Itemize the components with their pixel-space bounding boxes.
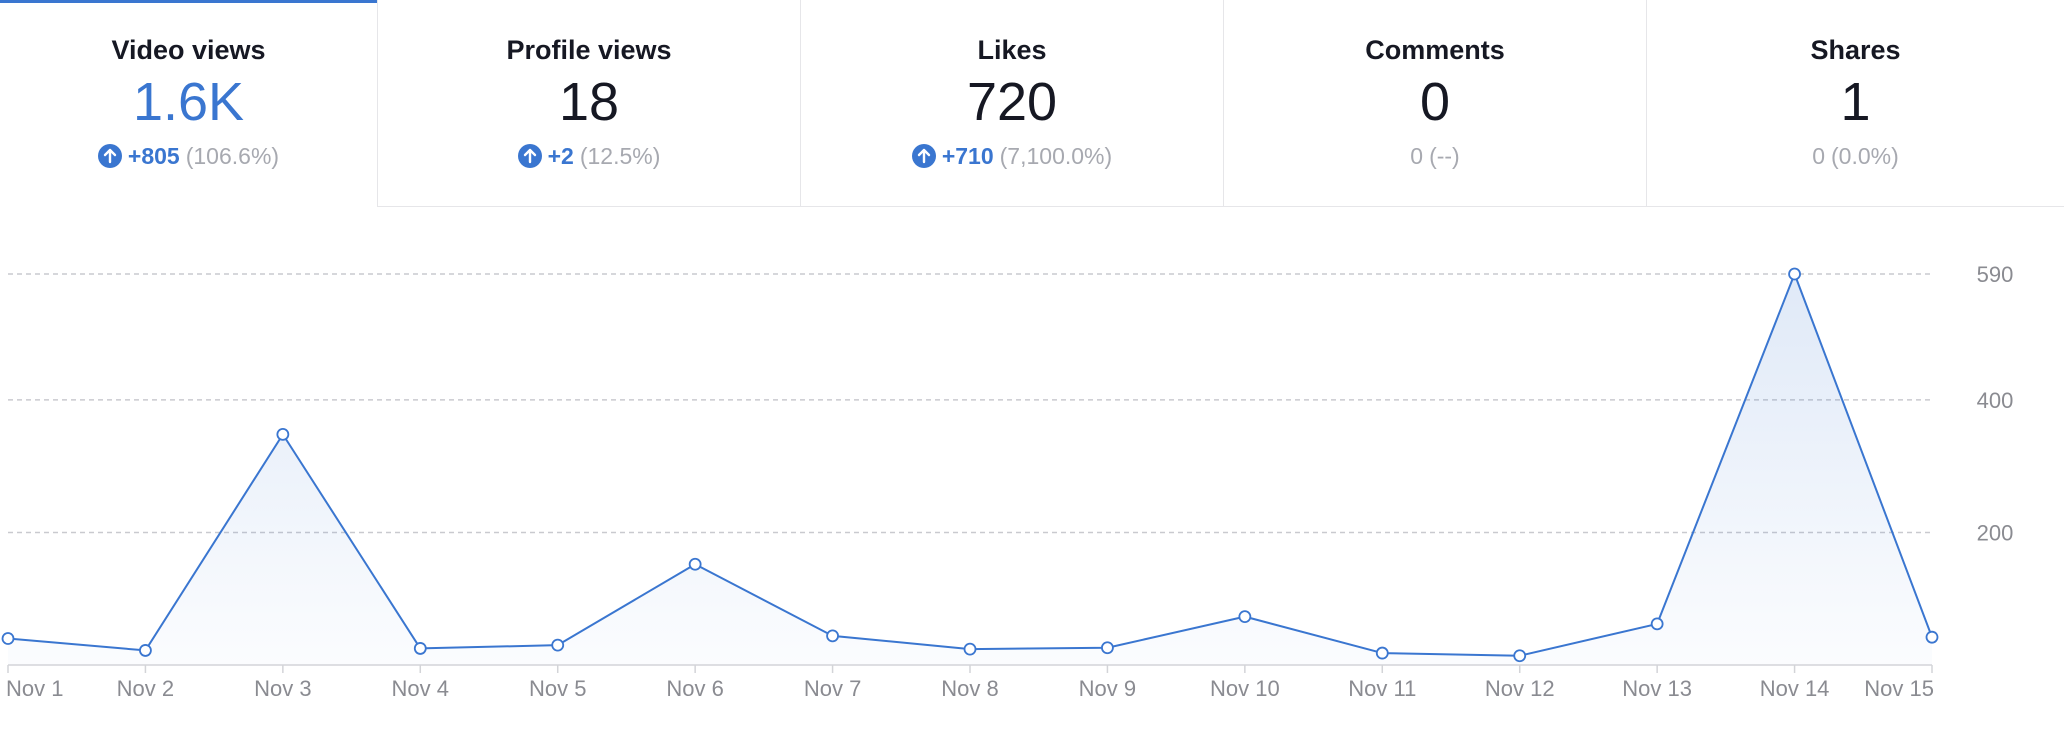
tab-change: 0 (--)	[1410, 142, 1459, 170]
x-tick-label: Nov 2	[117, 676, 174, 701]
tab-label: Likes	[977, 35, 1047, 65]
arrow-up-circle-icon	[517, 144, 542, 168]
tab-likes[interactable]: Likes 720 +710 (7,100.0%)	[801, 0, 1224, 207]
area-fill	[8, 274, 1932, 665]
x-tick-label: Nov 4	[392, 676, 449, 701]
tab-change: +710 (7,100.0%)	[911, 142, 1113, 170]
tab-video-views[interactable]: Video views 1.6K +805 (106.6%)	[0, 0, 378, 207]
tab-label: Shares	[1810, 35, 1901, 65]
data-point	[1375, 646, 1389, 660]
tab-change: 0 (0.0%)	[1812, 142, 1899, 170]
data-point	[963, 642, 977, 656]
y-tick-label: 400	[1977, 388, 2014, 413]
data-point	[826, 629, 839, 643]
x-tick-label: Nov 5	[529, 676, 586, 701]
data-point	[1788, 267, 1801, 281]
delta-percent: (7,100.0%)	[999, 143, 1113, 169]
data-point	[688, 557, 702, 571]
tab-value: 18	[558, 72, 620, 132]
x-tick-label: Nov 3	[254, 676, 311, 701]
delta-value: 0	[1410, 143, 1424, 169]
delta-percent: (12.5%)	[579, 143, 661, 169]
tab-change: +805 (106.6%)	[97, 142, 280, 170]
tab-value: 0	[1419, 72, 1451, 132]
tab-change: +2 (12.5%)	[517, 142, 661, 170]
tab-label: Comments	[1365, 35, 1505, 65]
y-tick-label: 200	[1977, 520, 2014, 545]
x-tick-label: Nov 10	[1210, 676, 1280, 701]
tab-label: Video views	[111, 35, 266, 65]
x-tick-label: Nov 9	[1079, 676, 1136, 701]
x-tick-label: Nov 8	[941, 676, 998, 701]
data-point	[276, 427, 290, 441]
data-point	[139, 644, 152, 657]
data-point	[1650, 617, 1664, 631]
x-tick-label: Nov 14	[1760, 676, 1830, 701]
data-point	[1925, 630, 1939, 644]
x-tick-label: Nov 12	[1485, 676, 1555, 701]
data-point	[413, 642, 427, 655]
tab-shares[interactable]: Shares 1 0 (0.0%)	[1647, 0, 2064, 207]
tab-value: 720	[966, 72, 1058, 132]
delta-percent: (0.0%)	[1831, 143, 1899, 169]
x-tick-label: Nov 13	[1622, 676, 1692, 701]
data-point	[1101, 641, 1114, 655]
x-tick-label: Nov 7	[804, 676, 861, 701]
tab-comments[interactable]: Comments 0 0 (--)	[1224, 0, 1647, 207]
x-tick-label: Nov 15	[1864, 676, 1934, 701]
x-tick-label: Nov 1	[6, 676, 63, 701]
arrow-up-circle-icon	[97, 144, 122, 168]
y-tick-label: 590	[1977, 262, 2014, 287]
delta-value: +2	[547, 143, 574, 169]
data-point	[1238, 610, 1252, 624]
delta-percent: (106.6%)	[185, 143, 280, 169]
x-tick-label: Nov 11	[1348, 676, 1416, 701]
delta-percent: (--)	[1429, 143, 1460, 169]
data-point	[1513, 649, 1527, 663]
tab-label: Profile views	[506, 35, 672, 65]
tab-profile-views[interactable]: Profile views 18 +2 (12.5%)	[378, 0, 801, 207]
arrow-up-circle-icon	[911, 144, 936, 168]
tab-value: 1	[1840, 72, 1871, 132]
metric-tabs: Video views 1.6K +805 (106.6%) Profile v…	[0, 0, 2064, 207]
data-point	[1, 632, 15, 645]
delta-value: 0	[1812, 143, 1826, 169]
data-point	[551, 638, 565, 652]
tab-value: 1.6K	[132, 72, 245, 132]
delta-value: +805	[127, 143, 180, 169]
delta-value: +710	[941, 143, 994, 169]
video-views-chart: 200 400 590 Nov 1 Nov 2 Nov 3 Nov 4 Nov 5 Nov 6 N…	[0, 210, 2064, 732]
x-tick-label: Nov 6	[666, 676, 723, 701]
